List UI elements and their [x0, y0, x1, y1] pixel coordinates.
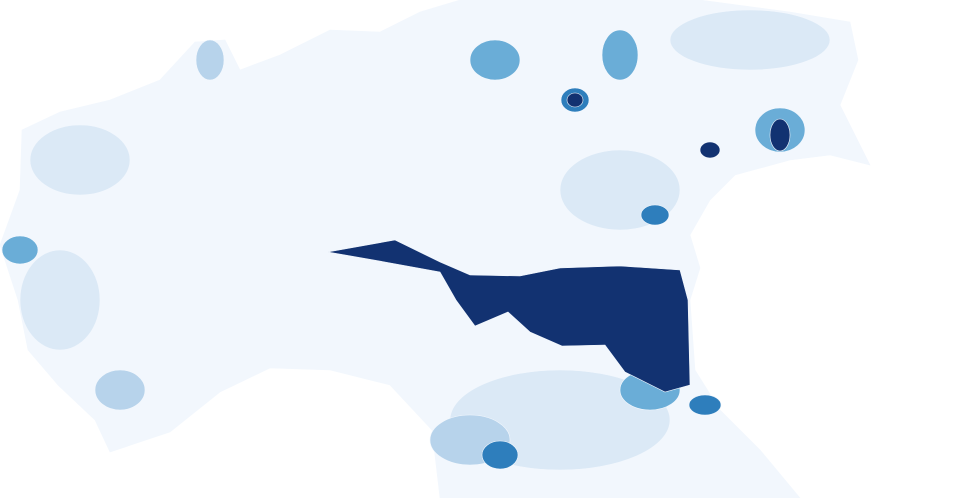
district [1, 235, 39, 265]
district [699, 141, 721, 159]
region-base [0, 0, 871, 498]
district [481, 440, 519, 470]
district [19, 249, 101, 351]
district [566, 92, 584, 108]
landmass [0, 0, 871, 498]
dark-region [327, 92, 791, 393]
district [469, 39, 521, 81]
district [195, 39, 225, 81]
medium-districts [1, 29, 806, 470]
district [669, 9, 831, 71]
district [769, 118, 791, 152]
district [640, 204, 670, 226]
district [688, 394, 722, 416]
district [601, 29, 639, 81]
district [29, 124, 131, 196]
region-dark [327, 239, 691, 393]
district [94, 369, 146, 411]
